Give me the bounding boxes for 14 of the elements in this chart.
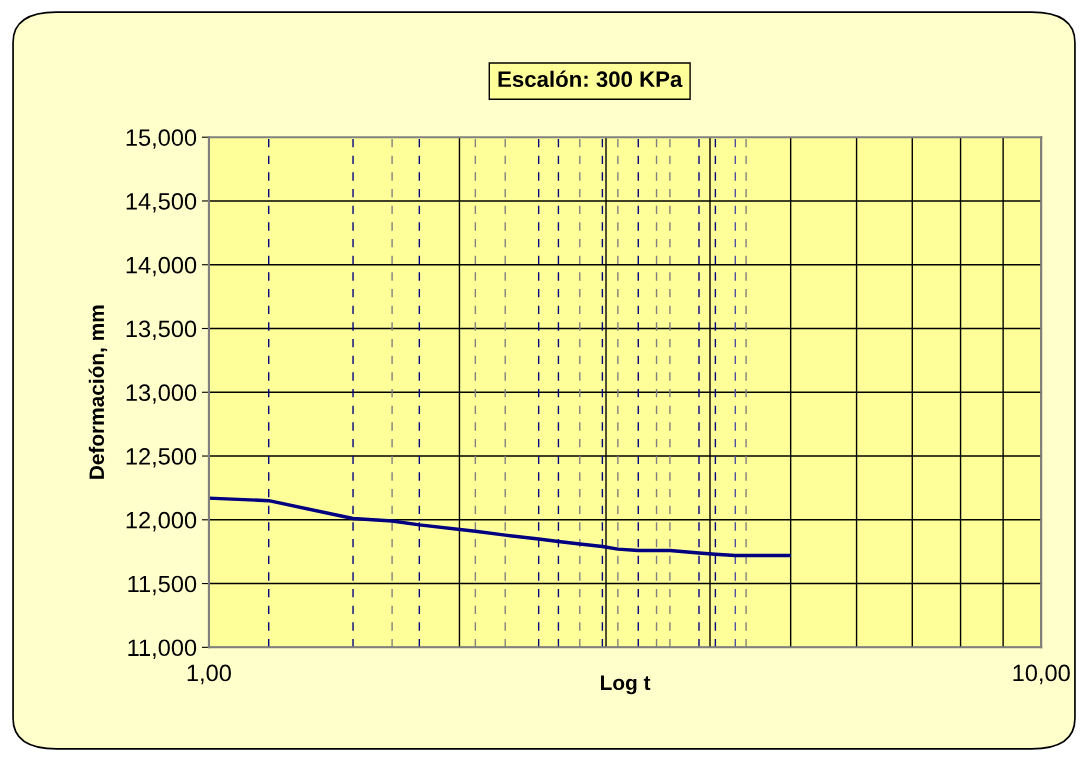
y-axis-title: Deformación, mm <box>88 305 108 479</box>
y-tick-label: 11,500 <box>128 575 197 596</box>
y-tick-label: 12,000 <box>126 511 197 532</box>
y-tick-label: 14,500 <box>126 193 197 213</box>
y-tick-label: 13,500 <box>126 320 197 341</box>
y-tick-label: 12,500 <box>126 448 197 468</box>
x-tick-label: 10,00 <box>1013 664 1070 685</box>
x-tick-label: 1,00 <box>187 664 231 685</box>
x-axis-title: Log t <box>601 675 651 695</box>
y-tick-label: 14,000 <box>126 256 197 277</box>
chart-title: Escalón: 300 KPa <box>498 70 683 88</box>
y-tick-label: 13,000 <box>126 384 197 404</box>
y-tick-label: 15,000 <box>126 129 197 149</box>
y-tick-label: 11,000 <box>128 639 197 659</box>
